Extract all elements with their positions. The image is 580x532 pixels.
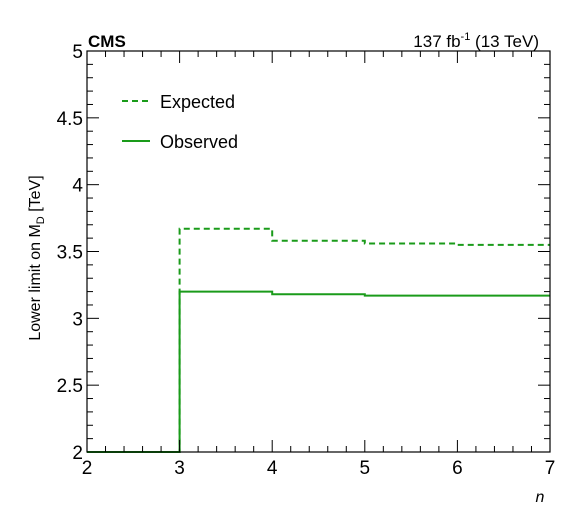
plot-area xyxy=(87,227,550,453)
y-tick-label: 2 xyxy=(72,443,83,464)
legend-label-observed: Observed xyxy=(160,132,238,152)
legend: Expected Observed xyxy=(122,92,238,152)
experiment-label: CMS xyxy=(88,32,126,51)
series-observed-line xyxy=(87,290,550,453)
axes: 2 3 4 5 6 7 2 2.5 3 3.5 4 4.5 5 xyxy=(57,42,556,479)
energy-label: (13 TeV) xyxy=(470,32,539,51)
y-tick-label: 2.5 xyxy=(57,376,83,397)
y-tick-label: 5 xyxy=(72,42,83,63)
legend-label-expected: Expected xyxy=(160,92,235,112)
y-axis-title-subscript: D xyxy=(35,216,47,224)
y-axis-title-suffix: [TeV] xyxy=(27,175,44,216)
y-axis-title-prefix: Lower limit on M xyxy=(27,224,44,340)
luminosity-exponent: -1 xyxy=(461,31,471,43)
y-tick-label: 4.5 xyxy=(57,109,83,130)
x-tick-label: 2 xyxy=(82,458,93,479)
series-expected-line xyxy=(87,227,550,453)
luminosity-value: 137 fb xyxy=(413,32,460,51)
plot-frame xyxy=(86,50,551,453)
x-tick-label: 7 xyxy=(545,458,556,479)
x-axis-title: n xyxy=(536,489,545,506)
y-tick-label: 4 xyxy=(72,176,83,197)
y-tick-label: 3.5 xyxy=(57,243,83,264)
x-tick-label: 5 xyxy=(360,458,371,479)
x-tick-label: 6 xyxy=(452,458,463,479)
x-tick-label: 3 xyxy=(174,458,185,479)
y-axis-title: Lower limit on MD [TeV] xyxy=(27,175,47,340)
luminosity-label: 137 fb-1 (13 TeV) xyxy=(413,31,539,51)
x-tick-label: 4 xyxy=(267,458,278,479)
y-tick-label: 3 xyxy=(72,309,83,330)
